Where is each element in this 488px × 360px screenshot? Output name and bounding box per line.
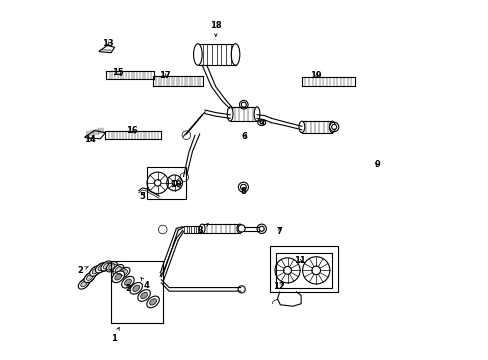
Circle shape bbox=[311, 266, 320, 275]
Circle shape bbox=[154, 180, 161, 186]
Ellipse shape bbox=[158, 225, 167, 234]
Ellipse shape bbox=[121, 270, 127, 275]
Text: 4: 4 bbox=[141, 278, 150, 290]
Circle shape bbox=[172, 180, 177, 185]
Text: 17: 17 bbox=[159, 71, 170, 80]
Text: 18: 18 bbox=[209, 21, 221, 36]
Ellipse shape bbox=[101, 261, 112, 271]
Ellipse shape bbox=[86, 275, 92, 280]
Bar bbox=[147, 167, 185, 199]
Text: 5: 5 bbox=[139, 192, 145, 201]
Circle shape bbox=[241, 102, 246, 107]
Text: 9: 9 bbox=[258, 119, 264, 128]
Text: 10: 10 bbox=[169, 180, 181, 189]
Ellipse shape bbox=[92, 268, 98, 274]
Circle shape bbox=[331, 125, 336, 130]
Ellipse shape bbox=[298, 121, 304, 133]
Text: 15: 15 bbox=[112, 68, 124, 77]
Text: 2: 2 bbox=[77, 266, 88, 275]
Text: 6: 6 bbox=[241, 132, 247, 141]
Ellipse shape bbox=[238, 225, 244, 232]
Ellipse shape bbox=[141, 292, 147, 299]
Ellipse shape bbox=[122, 276, 134, 288]
Text: 1: 1 bbox=[110, 327, 119, 343]
Ellipse shape bbox=[106, 262, 117, 272]
Bar bbox=[111, 261, 163, 323]
Ellipse shape bbox=[78, 279, 89, 289]
Ellipse shape bbox=[112, 265, 123, 275]
Text: 19: 19 bbox=[310, 71, 322, 80]
Ellipse shape bbox=[124, 279, 131, 285]
Ellipse shape bbox=[90, 266, 101, 276]
Text: 8: 8 bbox=[241, 187, 246, 196]
Ellipse shape bbox=[329, 121, 335, 133]
Circle shape bbox=[259, 226, 264, 231]
Ellipse shape bbox=[254, 107, 260, 121]
Ellipse shape bbox=[81, 281, 87, 287]
Text: 2: 2 bbox=[125, 284, 131, 293]
Ellipse shape bbox=[112, 271, 124, 283]
Text: 7: 7 bbox=[276, 228, 282, 237]
Ellipse shape bbox=[146, 296, 159, 308]
Ellipse shape bbox=[130, 283, 142, 294]
Text: 13: 13 bbox=[102, 39, 113, 48]
Ellipse shape bbox=[199, 224, 204, 233]
Ellipse shape bbox=[133, 285, 140, 292]
Circle shape bbox=[240, 184, 246, 190]
Bar bbox=[276, 253, 331, 288]
Ellipse shape bbox=[115, 267, 121, 273]
Bar bbox=[301, 121, 332, 133]
Ellipse shape bbox=[237, 224, 242, 233]
Ellipse shape bbox=[119, 267, 130, 278]
Ellipse shape bbox=[84, 273, 95, 283]
Ellipse shape bbox=[115, 274, 122, 280]
Ellipse shape bbox=[98, 265, 104, 271]
Text: 3: 3 bbox=[198, 223, 208, 235]
Ellipse shape bbox=[95, 263, 106, 273]
Text: 9: 9 bbox=[373, 161, 379, 170]
Ellipse shape bbox=[193, 44, 202, 65]
Ellipse shape bbox=[149, 299, 156, 305]
Bar bbox=[202, 224, 239, 233]
Ellipse shape bbox=[238, 286, 244, 293]
Ellipse shape bbox=[182, 131, 190, 139]
Ellipse shape bbox=[108, 264, 115, 270]
Bar bbox=[230, 107, 257, 121]
Ellipse shape bbox=[103, 263, 109, 269]
Ellipse shape bbox=[227, 107, 233, 121]
Text: 11: 11 bbox=[294, 256, 305, 265]
Text: 14: 14 bbox=[83, 135, 95, 144]
Ellipse shape bbox=[231, 44, 239, 65]
Circle shape bbox=[283, 266, 291, 274]
Ellipse shape bbox=[138, 290, 150, 301]
Bar bbox=[270, 246, 337, 292]
Ellipse shape bbox=[180, 173, 188, 181]
Text: 16: 16 bbox=[125, 126, 137, 135]
Text: 12: 12 bbox=[272, 282, 284, 291]
Bar bbox=[198, 44, 235, 65]
